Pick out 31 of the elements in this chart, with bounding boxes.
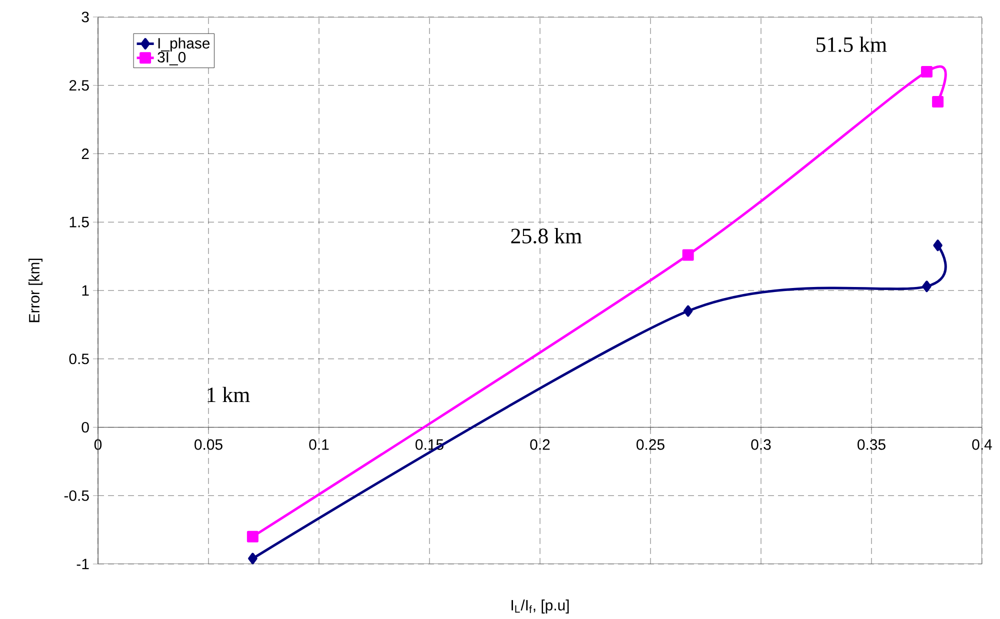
y-tick-label: -0.5 [64, 490, 89, 501]
point [932, 96, 944, 108]
y-tick-label: 1.5 [70, 216, 89, 228]
x-tick-label: 0.35 [858, 439, 886, 450]
annotation: 1 km [208, 386, 250, 402]
x-tick-label: 0.25 [636, 439, 664, 450]
x-tick-label: 0.1 [309, 439, 329, 450]
y-tick-label: 3 [82, 12, 89, 22]
y-tick-label: 2 [82, 148, 89, 159]
point [246, 530, 258, 542]
y-tick-label: 1 [82, 285, 89, 296]
point [933, 240, 942, 252]
y-tick-label: 0.5 [69, 354, 89, 364]
point [682, 249, 694, 261]
y-tick-label: -1 [76, 558, 89, 570]
y-tick-label: 0 [82, 422, 89, 433]
annotation: 51.5 km [816, 36, 887, 52]
legend-label: I_phase [158, 38, 210, 52]
annotation: 25.8 km [511, 228, 582, 244]
x-tick-label: 0.3 [751, 439, 771, 450]
x-tick-label: 0.05 [194, 439, 222, 450]
x-axis-title: I$_{L}$/I$_{f}$, [p.u] [512, 600, 569, 614]
y-axis-title: Error [km] [28, 258, 42, 322]
legend-label: 3I_0 [158, 52, 186, 66]
x-tick-label: 0.4 [972, 439, 992, 450]
y-tick-label: 2.5 [69, 80, 89, 91]
point [248, 552, 258, 564]
point [921, 66, 933, 78]
x-tick-label: 0.2 [530, 439, 550, 450]
point [922, 280, 932, 292]
point [683, 305, 693, 317]
